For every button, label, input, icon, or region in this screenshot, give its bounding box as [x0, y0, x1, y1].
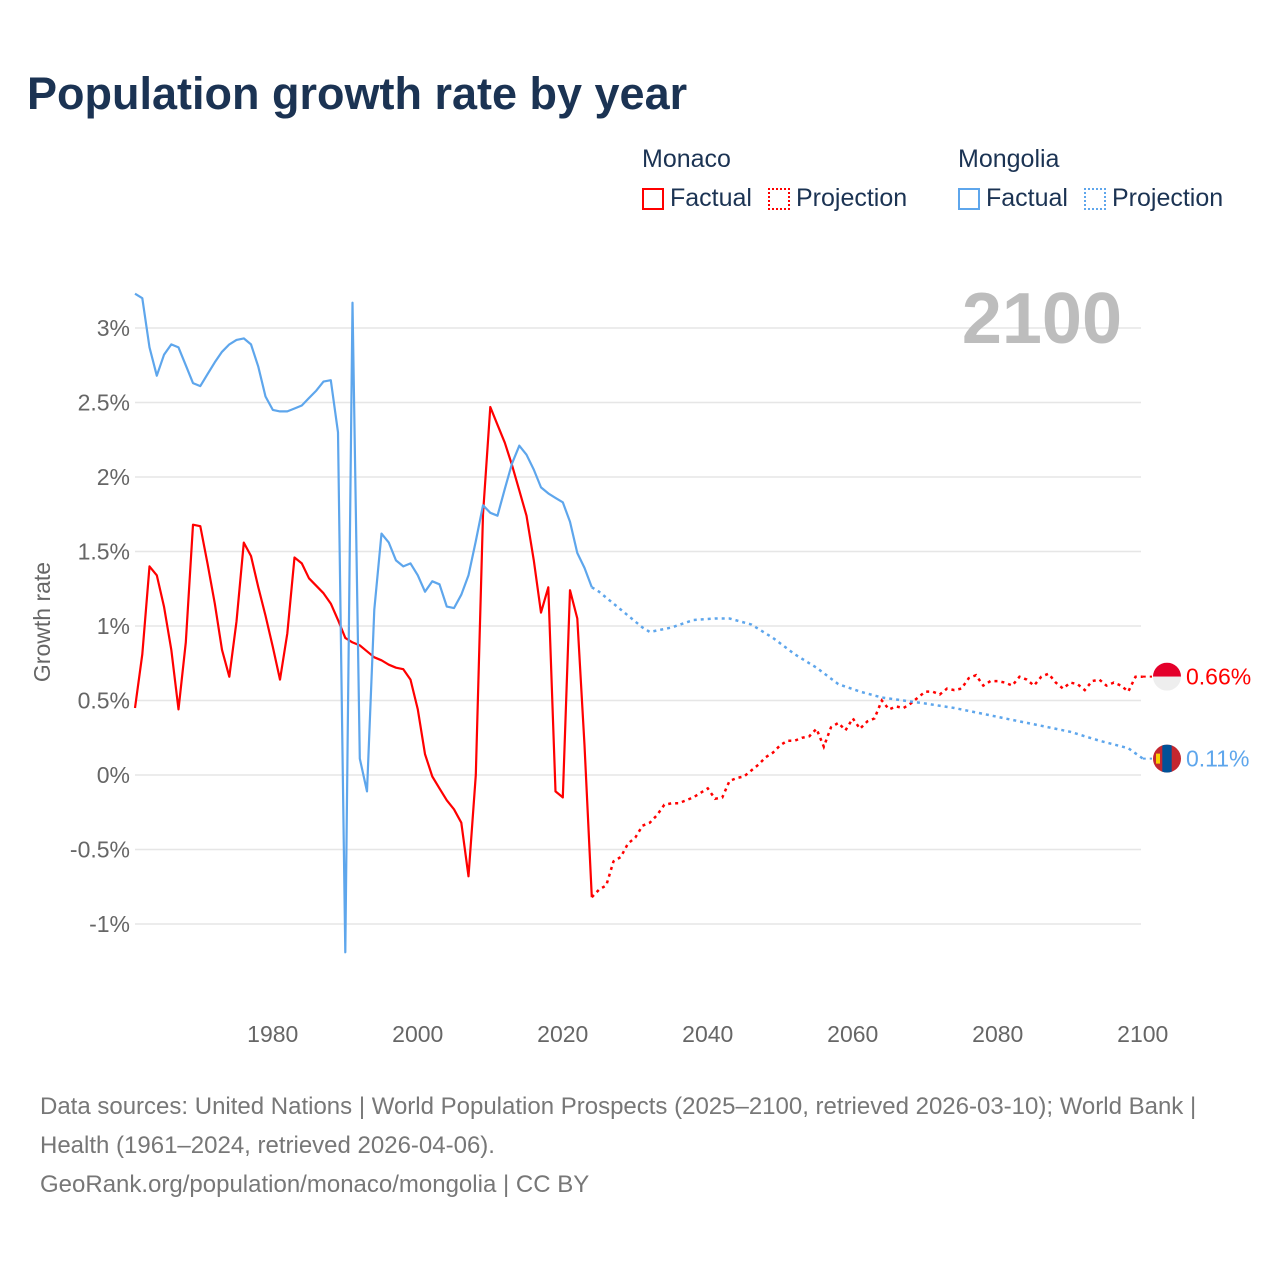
x-tick-label: 2040 — [682, 1021, 733, 1047]
legend-label: Projection — [795, 184, 908, 212]
monaco-flag-icon — [1153, 662, 1181, 691]
y-tick-label: 1% — [97, 613, 130, 639]
y-tick-label: 2.5% — [78, 390, 130, 416]
footer: Data sources: United Nations | World Pop… — [40, 1087, 1240, 1204]
legend-item-mongolia-projection[interactable]: Projection — [1083, 184, 1224, 213]
monaco-end-value-label: 0.66% — [1186, 664, 1251, 690]
x-tick-label: 2000 — [392, 1021, 443, 1047]
legend-item-mongolia-factual[interactable]: Factual — [958, 184, 1068, 213]
y-tick-label: -0.5% — [70, 837, 130, 863]
year-display: 2100 — [962, 279, 1122, 359]
legend-label: Projection — [1111, 184, 1224, 212]
legend-swatch-solid — [642, 187, 664, 210]
legend-label: Factual — [670, 184, 752, 212]
legend-label: Factual — [986, 184, 1068, 212]
monaco-projection-line — [590, 672, 1143, 899]
legend-item-monaco-projection[interactable]: Projection — [767, 184, 908, 213]
y-axis-label: Growth rate — [29, 562, 55, 682]
legend-group-title: Mongolia — [958, 145, 1060, 173]
legend-group-title: Monaco — [642, 145, 731, 173]
y-tick-label: 3% — [97, 315, 130, 341]
legend-swatch-solid — [958, 187, 980, 210]
y-tick-label: 2% — [97, 464, 130, 490]
x-tick-label: 1980 — [247, 1021, 298, 1047]
x-tick-label: 2100 — [1117, 1021, 1168, 1047]
data-sources: Data sources: United Nations | World Pop… — [40, 1093, 1197, 1159]
x-tick-label: 2020 — [537, 1021, 588, 1047]
monaco-factual-line — [133, 405, 593, 898]
legend-item-monaco-factual[interactable]: Factual — [642, 184, 752, 213]
legend-swatch-dotted — [1083, 187, 1106, 210]
mongolia-projection-line — [591, 586, 1144, 760]
legend-group-monaco: Monaco Factual Projection — [642, 145, 907, 213]
mongolia-flag-icon — [1153, 744, 1181, 773]
x-tick-label: 2080 — [972, 1021, 1023, 1047]
chart-title: Population growth rate by year — [27, 68, 688, 119]
legend-group-mongolia: Mongolia Factual Projection — [958, 145, 1223, 213]
y-tick-label: 0% — [97, 762, 130, 788]
y-tick-label: -1% — [89, 911, 130, 937]
y-tick-label: 1.5% — [78, 539, 130, 565]
mongolia-end-value-label: 0.11% — [1186, 746, 1250, 772]
x-tick-label: 2060 — [827, 1021, 878, 1047]
mongolia-factual-line — [134, 292, 593, 954]
line-chart: -1% -0.5% 0% 0.5% 1% 1.5% 2% 2.5% 3% 1980 2000 2020… — [29, 279, 1251, 1047]
credit-link[interactable]: GeoRank.org/population/monaco/mongolia |… — [40, 1171, 590, 1198]
y-tick-label: 0.5% — [78, 688, 130, 714]
legend-swatch-dotted — [767, 187, 790, 210]
